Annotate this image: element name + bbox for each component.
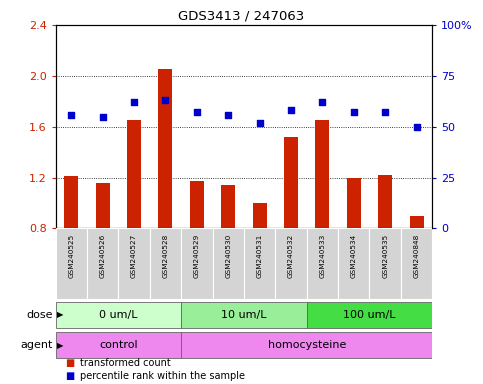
Point [161, 97, 170, 103]
Text: GSM240526: GSM240526 [99, 234, 106, 278]
Bar [347, 177, 361, 228]
Bar [181, 228, 213, 299]
Text: GSM240534: GSM240534 [351, 234, 357, 278]
Bar [244, 228, 275, 299]
Point [350, 109, 357, 116]
Text: GDS3413 / 247063: GDS3413 / 247063 [178, 10, 305, 23]
Text: transformed count: transformed count [80, 358, 170, 368]
Point [319, 99, 327, 105]
Bar [127, 120, 141, 228]
Bar [56, 228, 87, 299]
Bar [369, 228, 401, 299]
Bar [96, 183, 110, 228]
Text: ▶: ▶ [57, 341, 63, 350]
Text: GSM240848: GSM240848 [413, 234, 420, 278]
Point [130, 99, 138, 105]
Bar [307, 228, 338, 299]
Bar [158, 70, 172, 228]
Text: ■: ■ [65, 358, 74, 368]
Bar [307, 302, 432, 328]
Point [193, 109, 201, 116]
Bar [118, 228, 150, 299]
Text: 10 um/L: 10 um/L [221, 310, 267, 320]
Bar [64, 176, 78, 228]
Point [99, 114, 107, 120]
Text: homocysteine: homocysteine [268, 340, 346, 351]
Bar [181, 302, 307, 328]
Bar [378, 175, 392, 228]
Text: percentile rank within the sample: percentile rank within the sample [80, 371, 245, 381]
Bar [181, 333, 432, 358]
Bar [253, 203, 267, 228]
Text: 100 um/L: 100 um/L [343, 310, 396, 320]
Point [382, 109, 389, 116]
Text: GSM240535: GSM240535 [382, 234, 388, 278]
Bar [150, 228, 181, 299]
Bar [87, 228, 118, 299]
Bar [213, 228, 244, 299]
Point [224, 111, 232, 118]
Bar [315, 120, 329, 228]
Text: dose: dose [27, 310, 53, 320]
Point [68, 111, 75, 118]
Text: GSM240529: GSM240529 [194, 234, 200, 278]
Text: GSM240525: GSM240525 [68, 234, 74, 278]
Text: GSM240533: GSM240533 [319, 234, 326, 278]
Bar [56, 333, 181, 358]
Text: GSM240530: GSM240530 [225, 234, 231, 278]
Bar [56, 302, 181, 328]
Bar [275, 228, 307, 299]
Text: 0 um/L: 0 um/L [99, 310, 138, 320]
Bar [338, 228, 369, 299]
Point [256, 119, 264, 126]
Bar [410, 216, 424, 228]
Bar [221, 185, 235, 228]
Point [412, 124, 420, 130]
Text: control: control [99, 340, 138, 351]
Text: GSM240532: GSM240532 [288, 234, 294, 278]
Point [287, 108, 295, 114]
Bar [401, 228, 432, 299]
Text: ■: ■ [65, 371, 74, 381]
Text: ▶: ▶ [57, 310, 63, 319]
Bar [190, 181, 204, 228]
Text: GSM240527: GSM240527 [131, 234, 137, 278]
Bar [284, 137, 298, 228]
Text: GSM240528: GSM240528 [162, 234, 169, 278]
Text: GSM240531: GSM240531 [256, 234, 263, 278]
Text: agent: agent [21, 340, 53, 351]
